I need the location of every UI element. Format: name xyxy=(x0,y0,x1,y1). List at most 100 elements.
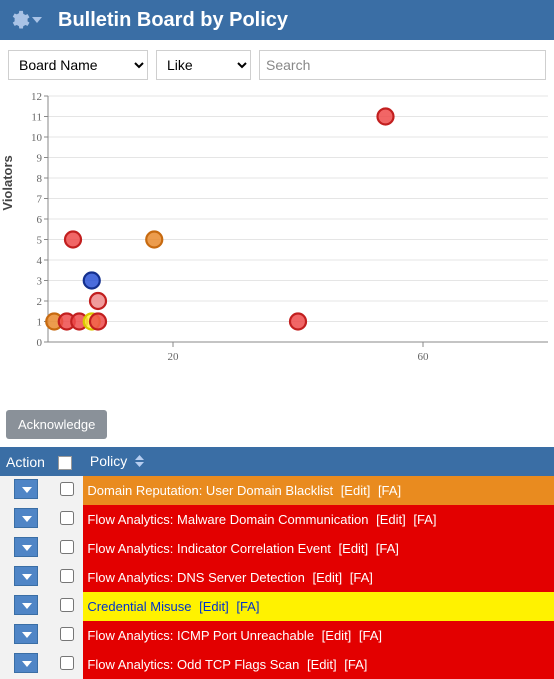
chart-point[interactable] xyxy=(84,273,100,289)
edit-link[interactable]: [Edit] xyxy=(372,512,405,527)
search-input[interactable] xyxy=(259,50,546,80)
policy-cell: Flow Analytics: Indicator Correlation Ev… xyxy=(83,534,553,563)
chart-point[interactable] xyxy=(378,109,394,125)
row-checkbox[interactable] xyxy=(60,598,74,612)
operator-select[interactable]: Like xyxy=(156,50,251,80)
edit-link[interactable]: [Edit] xyxy=(309,570,342,585)
edit-link[interactable]: [Edit] xyxy=(195,599,228,614)
policy-label: Flow Analytics: Indicator Correlation Ev… xyxy=(87,541,331,556)
table-header-row: Action Policy xyxy=(0,447,554,476)
row-checkbox[interactable] xyxy=(60,482,74,496)
svg-text:9: 9 xyxy=(37,153,43,165)
svg-text:20: 20 xyxy=(168,351,180,363)
row-check-cell xyxy=(51,476,83,505)
row-action-menu[interactable] xyxy=(14,624,38,644)
row-action-cell xyxy=(0,505,51,534)
col-policy[interactable]: Policy xyxy=(83,447,553,476)
edit-link[interactable]: [Edit] xyxy=(318,628,351,643)
svg-text:60: 60 xyxy=(418,351,430,363)
field-select[interactable]: Board Name xyxy=(8,50,148,80)
svg-text:6: 6 xyxy=(37,214,43,226)
svg-text:5: 5 xyxy=(37,235,43,247)
policy-cell: Domain Reputation: User Domain Blacklist… xyxy=(83,476,553,505)
table-row: Flow Analytics: DNS Server Detection [Ed… xyxy=(0,563,554,592)
svg-text:1: 1 xyxy=(37,317,43,329)
policy-cell: Credential Misuse [Edit] [FA] xyxy=(83,592,553,621)
policy-label: Credential Misuse xyxy=(87,599,191,614)
chart-point[interactable] xyxy=(65,232,81,248)
policy-label: Domain Reputation: User Domain Blacklist xyxy=(87,483,333,498)
row-action-cell xyxy=(0,592,51,621)
table-row: Flow Analytics: Odd TCP Flags Scan [Edit… xyxy=(0,650,554,679)
fa-link[interactable]: [FA] xyxy=(372,541,399,556)
table-row: Credential Misuse [Edit] [FA] xyxy=(0,592,554,621)
acknowledge-button[interactable]: Acknowledge xyxy=(6,410,107,439)
svg-text:0: 0 xyxy=(37,337,43,349)
table-row: Flow Analytics: ICMP Port Unreachable [E… xyxy=(0,621,554,650)
chart-point[interactable] xyxy=(90,293,106,309)
panel-title: Bulletin Board by Policy xyxy=(58,9,288,32)
svg-text:4: 4 xyxy=(37,255,43,267)
row-action-menu[interactable] xyxy=(14,566,38,586)
row-action-cell xyxy=(0,621,51,650)
settings-menu[interactable] xyxy=(8,9,42,31)
svg-text:10: 10 xyxy=(31,132,43,144)
svg-text:8: 8 xyxy=(37,173,43,185)
row-action-cell xyxy=(0,534,51,563)
policy-label: Flow Analytics: Malware Domain Communica… xyxy=(87,512,368,527)
select-all-checkbox[interactable] xyxy=(58,456,72,470)
policy-cell: Flow Analytics: Odd TCP Flags Scan [Edit… xyxy=(83,650,553,679)
policy-label: Flow Analytics: Odd TCP Flags Scan xyxy=(87,657,299,672)
fa-link[interactable]: [FA] xyxy=(233,599,260,614)
table-row: Domain Reputation: User Domain Blacklist… xyxy=(0,476,554,505)
table-row: Flow Analytics: Malware Domain Communica… xyxy=(0,505,554,534)
row-checkbox[interactable] xyxy=(60,569,74,583)
filter-bar: Board Name Like xyxy=(0,40,554,90)
svg-text:7: 7 xyxy=(37,194,43,206)
edit-link[interactable]: [Edit] xyxy=(337,483,370,498)
chart-point[interactable] xyxy=(90,314,106,330)
policy-label: Flow Analytics: DNS Server Detection xyxy=(87,570,304,585)
col-checkbox[interactable] xyxy=(51,447,83,476)
row-action-menu[interactable] xyxy=(14,479,38,499)
table-row: Flow Analytics: Indicator Correlation Ev… xyxy=(0,534,554,563)
gear-icon xyxy=(8,9,30,31)
row-checkbox[interactable] xyxy=(60,627,74,641)
violators-chart: Violators 01234567891011122060 xyxy=(4,90,550,370)
row-checkbox[interactable] xyxy=(60,511,74,525)
row-action-menu[interactable] xyxy=(14,508,38,528)
edit-link[interactable]: [Edit] xyxy=(303,657,336,672)
row-action-menu[interactable] xyxy=(14,653,38,673)
chart-canvas: 01234567891011122060 xyxy=(4,90,554,370)
row-check-cell xyxy=(51,563,83,592)
edit-link[interactable]: [Edit] xyxy=(335,541,368,556)
row-checkbox[interactable] xyxy=(60,656,74,670)
chart-point[interactable] xyxy=(290,314,306,330)
policy-cell: Flow Analytics: Malware Domain Communica… xyxy=(83,505,553,534)
svg-text:3: 3 xyxy=(37,276,43,288)
policy-cell: Flow Analytics: ICMP Port Unreachable [E… xyxy=(83,621,553,650)
row-check-cell xyxy=(51,592,83,621)
chevron-down-icon xyxy=(32,15,42,25)
svg-text:2: 2 xyxy=(37,296,43,308)
fa-link[interactable]: [FA] xyxy=(355,628,382,643)
row-action-cell xyxy=(0,476,51,505)
col-action[interactable]: Action xyxy=(0,447,51,476)
row-check-cell xyxy=(51,621,83,650)
row-action-menu[interactable] xyxy=(14,595,38,615)
row-check-cell xyxy=(51,534,83,563)
svg-text:11: 11 xyxy=(31,112,42,124)
row-action-menu[interactable] xyxy=(14,537,38,557)
fa-link[interactable]: [FA] xyxy=(410,512,437,527)
chart-point[interactable] xyxy=(146,232,162,248)
fa-link[interactable]: [FA] xyxy=(346,570,373,585)
col-policy-label: Policy xyxy=(90,453,127,469)
svg-text:12: 12 xyxy=(31,91,42,103)
policy-label: Flow Analytics: ICMP Port Unreachable xyxy=(87,628,314,643)
row-check-cell xyxy=(51,650,83,679)
acknowledge-row: Acknowledge xyxy=(0,370,554,447)
fa-link[interactable]: [FA] xyxy=(374,483,401,498)
fa-link[interactable]: [FA] xyxy=(341,657,368,672)
row-checkbox[interactable] xyxy=(60,540,74,554)
panel-header: Bulletin Board by Policy xyxy=(0,0,554,40)
